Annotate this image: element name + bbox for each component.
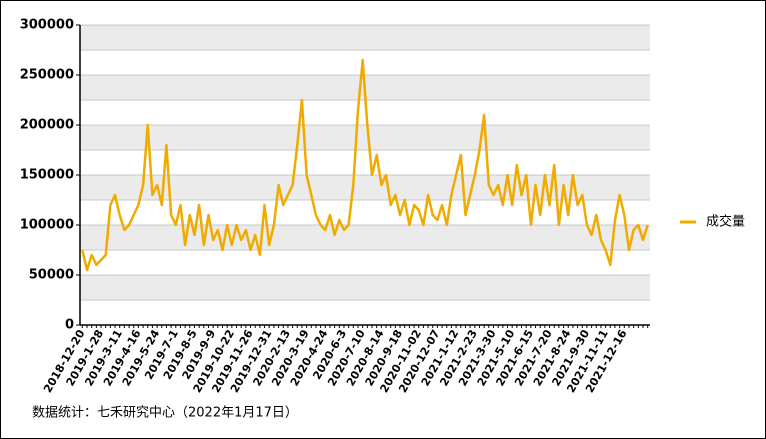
y-tick-label: 300000 [20, 18, 74, 33]
source-note: 数据统计：七禾研究中心（2022年1月17日） [32, 406, 298, 421]
grid-band [80, 275, 650, 300]
y-tick-label: 150000 [20, 168, 74, 183]
y-tick-label: 250000 [20, 68, 74, 83]
y-tick-label: 100000 [20, 218, 74, 233]
y-tick-label: 200000 [20, 118, 74, 133]
grid-band [80, 25, 650, 50]
grid-band [80, 125, 650, 150]
y-tick-label: 0 [65, 318, 74, 333]
data-line [81, 58, 649, 272]
grid-band [80, 225, 650, 250]
y-tick-label: 50000 [29, 268, 74, 283]
legend-label: 成交量 [706, 214, 745, 230]
